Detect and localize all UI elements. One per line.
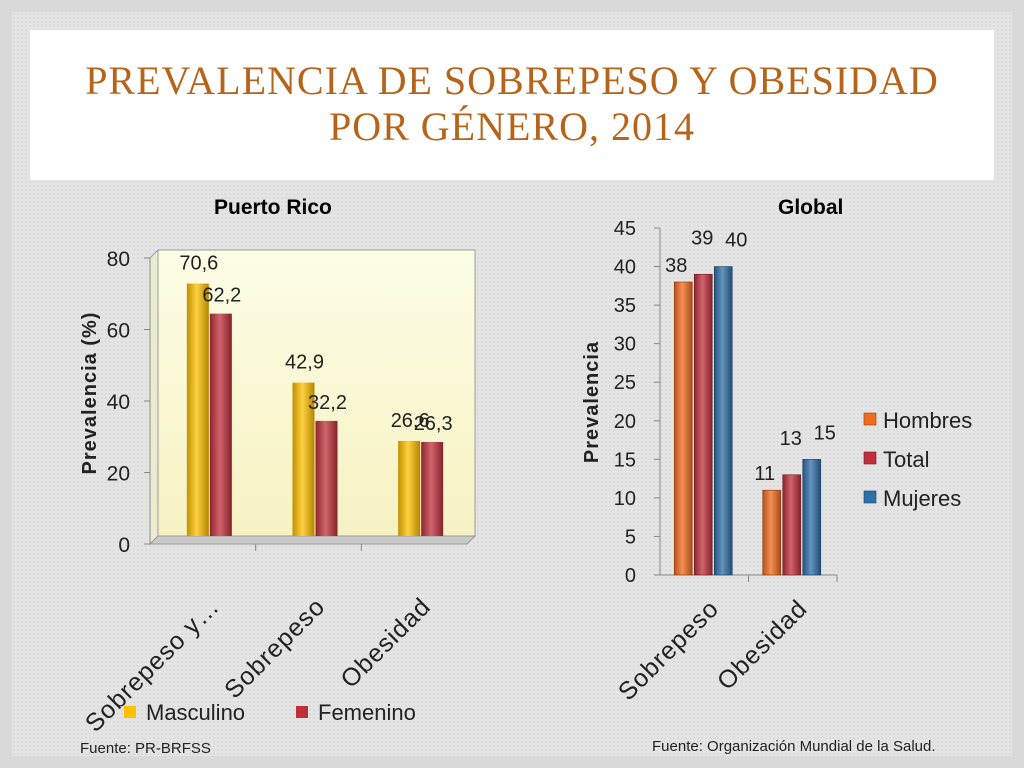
data-label-hombres-obesidad: 11 [754,463,775,485]
legend-label-masculino: Masculino [146,700,245,725]
data-label-femenino-sobrepeso-y: 62,2 [202,285,241,307]
y-tick-label-40: 40 [107,391,130,414]
bar-hombres-sobrepeso [673,281,693,576]
y-tick-label-20: 20 [614,411,636,433]
legend-swatch-total [863,451,877,465]
bar-total-obesidad [782,474,802,576]
data-label-masculino-obesidad: 26,6 [391,410,430,432]
y-tick-label-0: 0 [625,565,636,587]
chart-title-puerto-rico: Puerto Rico [214,196,332,219]
data-label-masculino-sobrepeso-y: 70,6 [179,253,218,275]
y-tick-label-30: 30 [614,334,636,356]
data-label-total-obesidad: 13 [780,428,802,450]
y-tick-label-10: 10 [614,488,636,510]
data-label-mujeres-sobrepeso: 40 [725,230,747,252]
y-axis-title: Prevalencia (%) [79,312,101,475]
legend-label-hombres: Hombres [883,408,972,433]
bar-total-sobrepeso [693,273,713,576]
y-tick-label-45: 45 [614,218,636,240]
y-tick-label-0: 0 [118,534,130,557]
bar-masculino-sobrepeso [292,382,315,536]
legend-label-mujeres: Mujeres [883,486,961,511]
data-label-mujeres-obesidad: 15 [814,422,836,444]
y-tick-label-5: 5 [625,526,636,548]
data-label-hombres-sobrepeso: 38 [665,255,687,277]
source-global: Fuente: Organización Mundial de la Salud… [652,738,936,755]
title-box: PREVALENCIA DE SOBREPESO Y OBESIDAD POR … [30,30,994,180]
y-axis-title: Prevalencia [581,341,603,463]
chart-title-global: Global [778,196,844,219]
bar-hombres-obesidad [762,489,782,576]
bar-femenino-obesidad [421,441,444,536]
slide-title-line-1: PREVALENCIA DE SOBREPESO Y OBESIDAD [85,58,939,103]
data-label-masculino-sobrepeso: 42,9 [285,352,324,374]
y-tick-label-15: 15 [614,449,636,471]
legend-swatch-mujeres [863,490,877,504]
y-tick-label-25: 25 [614,372,636,394]
bar-femenino-sobrepeso [315,420,338,536]
data-label-total-sobrepeso: 39 [691,227,713,249]
legend-swatch-femenino [296,706,308,718]
slide-title-line-2: POR GÉNERO, 2014 [328,104,696,149]
bar-masculino-obesidad [398,440,421,536]
x-tick-label-sobrepeso: Sobrepeso [613,594,725,706]
y-tick-label-20: 20 [107,463,130,486]
x-tick-label-obesidad: Obesidad [712,594,813,695]
source-puerto-rico: Fuente: PR-BRFSS [80,740,211,757]
bar-masculino-sobrepeso-y [186,283,209,536]
legend-label-total: Total [883,447,929,472]
y-tick-label-40: 40 [614,257,636,279]
legend-label-femenino: Femenino [318,700,416,725]
y-tick-label-80: 80 [107,248,130,271]
bar-mujeres-obesidad [802,459,822,576]
y-tick-label-35: 35 [614,295,636,317]
y-tick-label-60: 60 [107,320,130,343]
legend-swatch-masculino [124,706,136,718]
legend-swatch-hombres [863,412,877,426]
bar-femenino-sobrepeso-y [209,313,232,536]
slide-title: PREVALENCIA DE SOBREPESO Y OBESIDAD POR … [30,58,994,150]
data-label-femenino-sobrepeso: 32,2 [308,392,347,414]
bar-mujeres-sobrepeso [713,266,733,576]
data-label-femenino-obesidad: 26,3 [414,413,453,435]
